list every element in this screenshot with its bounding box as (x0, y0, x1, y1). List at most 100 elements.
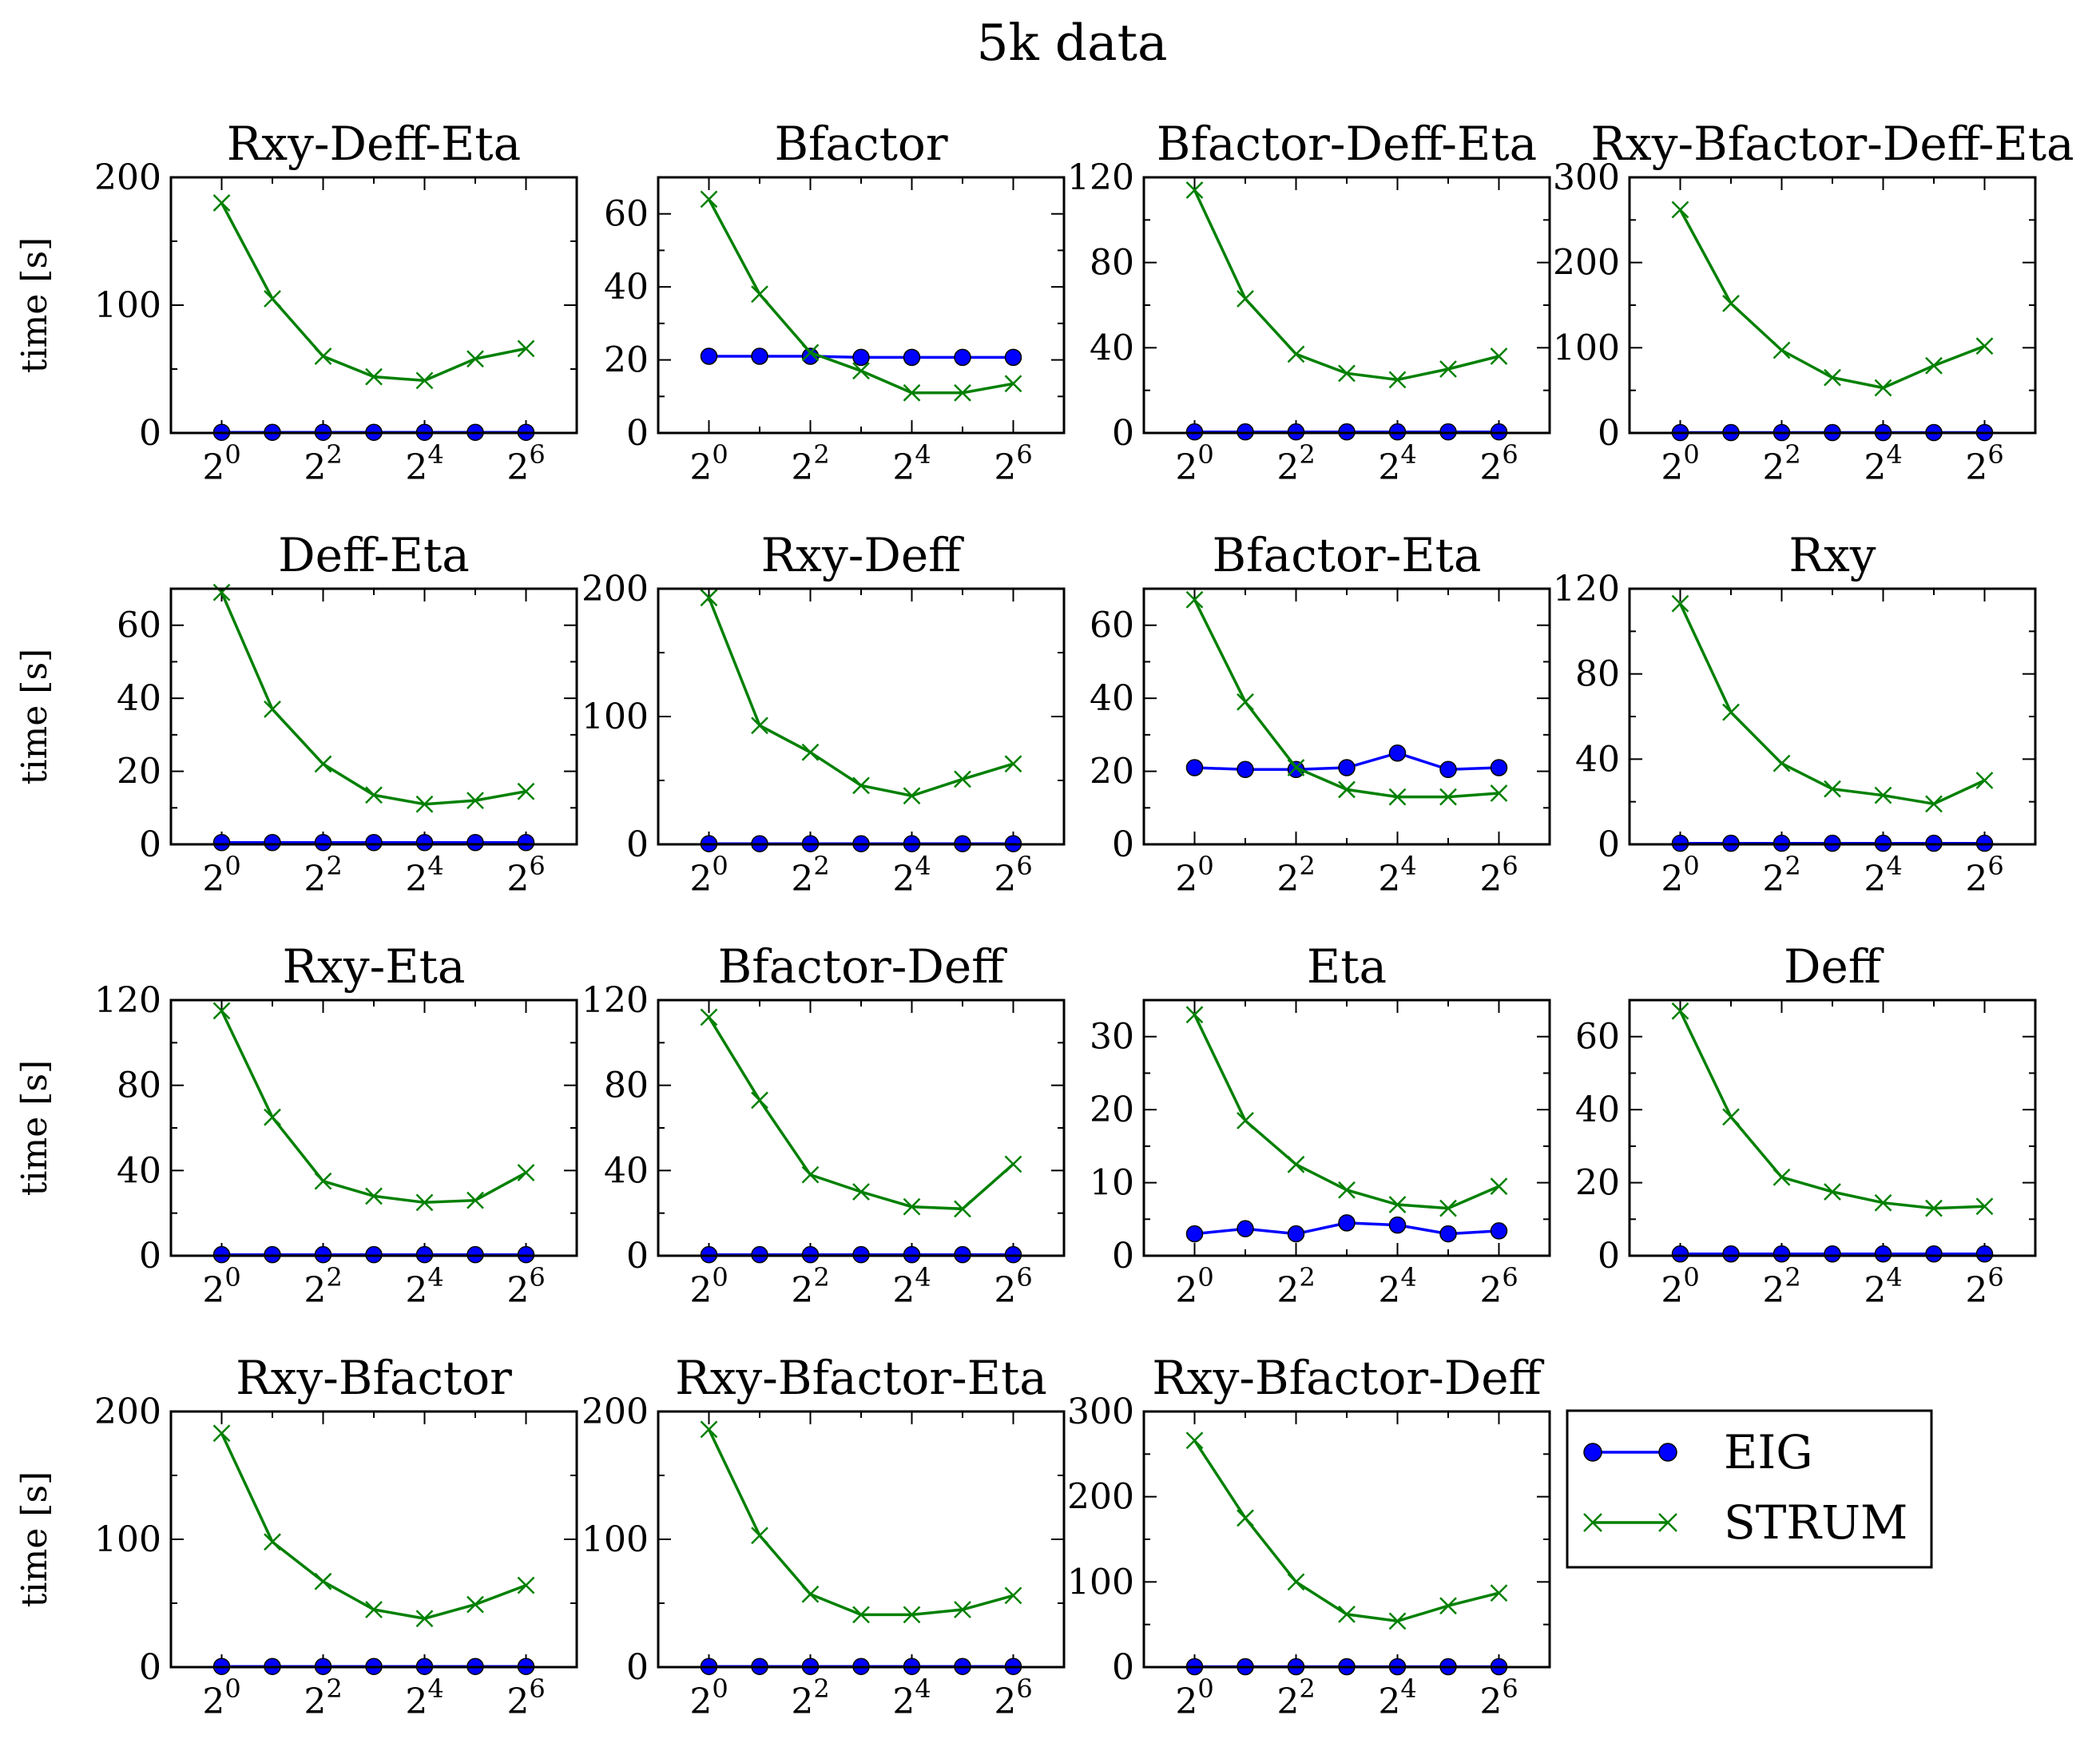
data-point (365, 1187, 383, 1205)
x-tick-label: 20 (1661, 851, 1699, 899)
data-point (1185, 181, 1204, 199)
data-point (1004, 755, 1022, 773)
y-tick-label: 300 (1553, 157, 1620, 198)
x-tick-label: 20 (689, 1262, 728, 1311)
series-eig (1185, 1214, 1508, 1243)
data-point (1671, 1245, 1689, 1263)
data-point (1287, 345, 1305, 363)
data-point (264, 290, 281, 308)
x-tick-label: 26 (1479, 439, 1518, 488)
data-point (1439, 1199, 1457, 1217)
x-tick-label: 26 (1965, 851, 2003, 899)
data-point (1671, 594, 1689, 613)
y-tick-label: 20 (1090, 752, 1134, 792)
x-tick-label: 22 (304, 851, 342, 899)
subplot-title: Deff (1784, 939, 1884, 994)
legend-label: STRUM (1724, 1495, 1907, 1550)
y-tick-label: 120 (1553, 569, 1620, 609)
data-point (1185, 1431, 1204, 1450)
data-point (1338, 759, 1356, 776)
axes-frame (169, 1410, 578, 1669)
strum-line (220, 1010, 527, 1205)
strum-line (1678, 602, 1986, 806)
x-tick-label: 20 (1175, 1674, 1213, 1722)
y-axis-label: time [s] (14, 237, 55, 373)
series-strum (1185, 590, 1508, 806)
x-tick-label: 22 (791, 1674, 829, 1722)
subplot-title: Rxy-Bfactor (236, 1351, 512, 1405)
data-point (466, 1191, 484, 1209)
subplot-bfactor-eta: Bfactor-Eta 0 20 40 60 20 22 24 26 (1090, 528, 1551, 899)
y-tick-label: 0 (1112, 824, 1134, 865)
strum-line (1193, 1439, 1499, 1623)
data-point (1439, 1225, 1457, 1243)
data-point (1925, 1199, 1943, 1217)
y-tick-label: 40 (1575, 1090, 1620, 1130)
series-eig (1671, 1245, 1994, 1263)
series-strum (1185, 1006, 1508, 1217)
data-point (1004, 348, 1022, 367)
series-strum (212, 1424, 535, 1628)
y-tick-label: 10 (1090, 1163, 1134, 1204)
ticks (657, 999, 1065, 1257)
data-point (365, 367, 383, 386)
data-point (466, 792, 484, 810)
data-point (1671, 1002, 1689, 1020)
data-point (212, 833, 231, 852)
data-point (1824, 368, 1841, 387)
subplot-title: Rxy-Eta (283, 939, 466, 994)
data-point (415, 1610, 434, 1628)
subplot-bfactor-deff-eta: Bfactor-Deff-Eta 0 40 80 120 20 22 24 26 (1067, 117, 1551, 488)
x-tick-label: 26 (506, 1262, 545, 1311)
data-point (1287, 1155, 1305, 1173)
subplot-bfactor: Bfactor 0 20 40 60 20 22 24 26 (604, 117, 1066, 488)
y-tick-label: 0 (1598, 413, 1620, 454)
y-tick-label: 0 (1112, 1647, 1134, 1688)
y-tick-label: 60 (1090, 605, 1134, 646)
legend: EIG STRUM (1566, 1409, 1933, 1569)
data-point (517, 339, 535, 358)
axes-frame (1142, 176, 1551, 435)
series-strum (1185, 181, 1508, 389)
subplot-rxy-bfactor-eta: Rxy-Bfactor-Eta 0 100 200 20 22 24 26 (582, 1351, 1066, 1722)
y-tick-label: 0 (1598, 1236, 1620, 1276)
data-point (903, 787, 921, 805)
x-tick-label: 20 (202, 851, 240, 899)
x-tick-label: 22 (1762, 851, 1800, 899)
data-point (1237, 1509, 1254, 1527)
x-tick-label: 24 (1864, 851, 1902, 899)
data-point (264, 700, 281, 718)
data-point (1824, 1183, 1841, 1201)
data-point (212, 583, 231, 602)
series-strum (212, 194, 535, 390)
x-tick-label: 20 (202, 1262, 240, 1311)
data-point (700, 190, 718, 208)
y-tick-label: 0 (139, 1236, 161, 1276)
data-point (314, 833, 332, 852)
axes-frame (657, 999, 1066, 1257)
legend-label: EIG (1724, 1425, 1813, 1479)
x-tick-label: 20 (1175, 851, 1213, 899)
series-strum (1185, 1431, 1508, 1630)
x-tick-label: 24 (1864, 439, 1902, 488)
data-point (1338, 780, 1356, 799)
data-point (1388, 1216, 1407, 1234)
axes-frame (657, 1410, 1066, 1669)
data-point (903, 348, 921, 367)
data-point (801, 343, 820, 362)
y-tick-label: 60 (117, 605, 161, 646)
data-point (517, 833, 535, 852)
x-tick-label: 24 (1378, 439, 1416, 488)
y-tick-label: 200 (1553, 243, 1620, 284)
data-point (751, 285, 768, 304)
ticks (1143, 588, 1550, 845)
ticks (1629, 999, 2036, 1257)
strum-line (1193, 1014, 1500, 1210)
data-point (1237, 1111, 1254, 1130)
x-tick-label: 24 (892, 851, 931, 899)
data-point (264, 1108, 281, 1126)
data-point (1388, 1612, 1407, 1630)
data-point (1388, 788, 1407, 806)
x-tick-label: 24 (1378, 1674, 1416, 1722)
